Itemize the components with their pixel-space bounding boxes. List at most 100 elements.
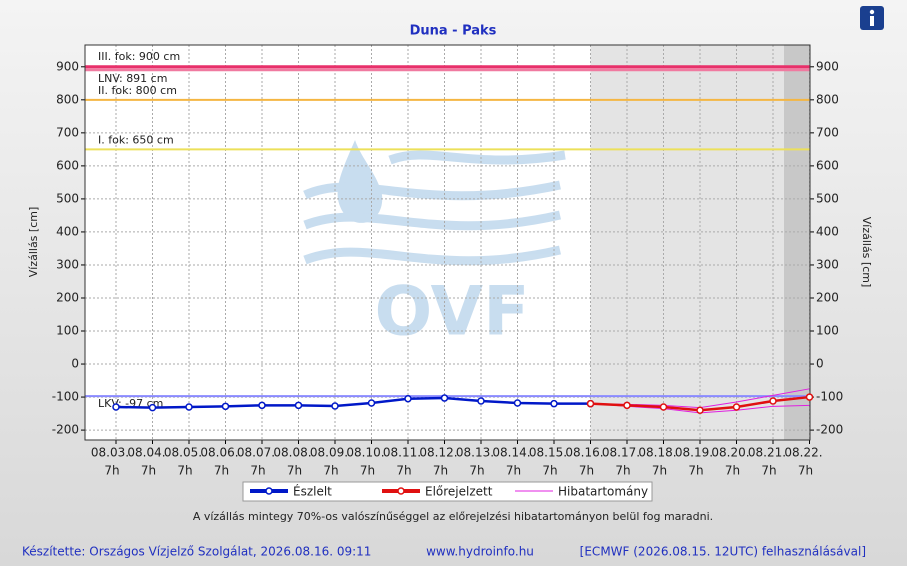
marker	[258, 401, 266, 410]
x-tick-label: 08.19.	[675, 446, 713, 460]
x-tick-label: 08.10.	[346, 446, 384, 460]
x-tick-time: 7h	[798, 464, 813, 478]
marker	[659, 403, 668, 411]
x-tick-time: 7h	[360, 464, 375, 478]
threshold-label: I. fok: 650 cm	[98, 133, 174, 146]
y2-tick-label: 300	[816, 257, 839, 271]
y-tick-label: 600	[56, 158, 79, 172]
y-tick-label: -200	[52, 423, 79, 437]
marker	[148, 403, 157, 412]
x-tick-time: 7h	[506, 464, 521, 478]
marker	[623, 401, 631, 410]
y-tick-label: 900	[56, 59, 79, 73]
threshold-label: III. fok: 900 cm	[98, 50, 180, 63]
marker	[404, 394, 412, 403]
x-tick-time: 7h	[761, 464, 776, 478]
x-tick-label: 08.16.	[565, 446, 603, 460]
y2-tick-label: 0	[816, 357, 824, 371]
marker	[732, 403, 741, 411]
footer-author: Készítette: Országos Vízjelző Szolgálat,…	[22, 545, 371, 559]
y2-tick-label: 400	[816, 224, 839, 238]
y-tick-label: 0	[71, 357, 79, 371]
x-tick-label: 08.13.	[456, 446, 494, 460]
x-tick-label: 08.08.	[273, 446, 311, 460]
x-tick-label: 08.14.	[492, 446, 530, 460]
y-tick-label: 800	[56, 92, 79, 106]
x-tick-time: 7h	[287, 464, 302, 478]
x-tick-label: 08.03.	[91, 446, 129, 460]
x-tick-label: 08.09.	[310, 446, 348, 460]
marker	[294, 401, 303, 410]
series-line	[115, 396, 591, 409]
x-tick-label: 08.12.	[419, 446, 457, 460]
x-tick-label: 08.18.	[638, 446, 676, 460]
x-tick-time: 7h	[688, 464, 703, 478]
y-tick-label: 700	[56, 125, 79, 139]
marker	[367, 399, 376, 407]
x-tick-time: 7h	[433, 464, 448, 478]
marker	[769, 397, 777, 405]
x-tick-label: 08.07.	[237, 446, 275, 460]
x-tick-label: 08.15.	[529, 446, 567, 460]
legend-label: Hibatartomány	[558, 485, 648, 499]
legend-label: Észlelt	[293, 484, 332, 499]
note: A vízállás mintegy 70%-os valószínűségge…	[193, 510, 713, 523]
threshold-label: II. fok: 800 cm	[98, 84, 177, 97]
x-tick-time: 7h	[104, 464, 119, 478]
x-tick-label: 08.04.	[127, 446, 165, 460]
marker	[331, 402, 339, 410]
y-tick-label: 300	[56, 257, 79, 271]
x-tick-label: 08.21.	[748, 446, 786, 460]
x-tick-label: 08.20.	[711, 446, 749, 460]
x-tick-time: 7h	[141, 464, 156, 478]
y-axis-label: Vízállás [cm]	[27, 207, 40, 278]
legend-label: Előrejelzett	[425, 485, 493, 499]
marker	[696, 406, 704, 415]
x-tick-time: 7h	[323, 464, 338, 478]
footer-site: www.hydroinfo.hu	[426, 545, 534, 559]
marker	[221, 402, 230, 411]
x-tick-time: 7h	[396, 464, 411, 478]
x-tick-label: 08.11.	[383, 446, 421, 460]
y-tick-label: -100	[52, 390, 79, 404]
x-tick-time: 7h	[652, 464, 667, 478]
plot-frame	[84, 44, 811, 441]
x-tick-time: 7h	[214, 464, 229, 478]
y2-tick-label: -200	[816, 423, 843, 437]
y2-tick-label: 600	[816, 158, 839, 172]
x-tick-time: 7h	[177, 464, 192, 478]
marker	[586, 399, 595, 408]
x-tick-time: 7h	[579, 464, 594, 478]
marker	[550, 399, 558, 408]
y2-tick-label: 200	[816, 290, 839, 304]
marker	[477, 397, 485, 405]
marker	[185, 403, 193, 411]
y2-tick-label: 500	[816, 191, 839, 205]
y2-tick-label: -100	[816, 390, 843, 404]
watermark: OVF	[374, 273, 529, 352]
x-tick-time: 7h	[615, 464, 630, 478]
x-tick-time: 7h	[469, 464, 484, 478]
footer-model: [ECMWF (2026.08.15. 12UTC) felhasználásá…	[580, 545, 866, 559]
x-tick-label: 08.05.	[164, 446, 202, 460]
y-tick-label: 100	[56, 324, 79, 338]
marker	[513, 399, 522, 407]
x-tick-time: 7h	[725, 464, 740, 478]
y2-tick-label: 800	[816, 92, 839, 106]
info-icon[interactable]	[860, 6, 884, 30]
x-tick-time: 7h	[250, 464, 265, 478]
marker	[440, 394, 449, 402]
x-tick-label: 08.17.	[602, 446, 640, 460]
legend	[242, 481, 653, 502]
threshold-label: LNV: 891 cm	[98, 72, 167, 85]
y2-tick-label: 100	[816, 324, 839, 338]
y2-tick-label: 700	[816, 125, 839, 139]
y-tick-label: 200	[56, 290, 79, 304]
legend-marker	[397, 487, 405, 495]
marker	[805, 393, 814, 401]
chart-title: Duna - Paks	[410, 24, 497, 39]
y-tick-label: 400	[56, 224, 79, 238]
x-tick-label: 08.22.	[784, 446, 822, 460]
x-tick-time: 7h	[542, 464, 557, 478]
